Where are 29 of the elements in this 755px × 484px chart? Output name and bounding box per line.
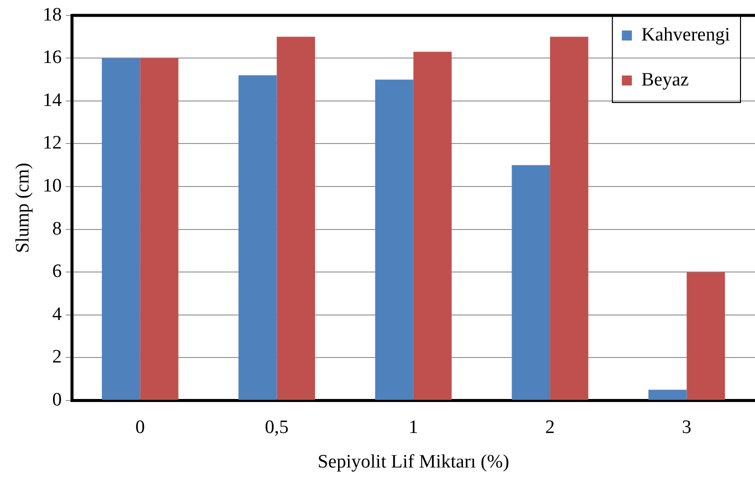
y-tick-label: 2	[52, 346, 62, 368]
x-tick-label: 0,5	[264, 416, 289, 438]
y-tick-label: 4	[52, 304, 62, 325]
x-axis-title: Sepiyolit Lif Miktarı (%)	[318, 452, 510, 473]
y-tick-label: 18	[42, 4, 62, 26]
y-tick-label: 16	[42, 47, 62, 68]
bar	[512, 165, 550, 400]
bar	[550, 36, 588, 400]
y-tick-label: 14	[42, 90, 62, 111]
x-tick-label: 3	[682, 416, 692, 438]
bar	[648, 390, 687, 400]
x-tick-label: 1	[408, 416, 418, 438]
bar	[238, 75, 277, 400]
legend-label: Beyaz	[641, 69, 689, 90]
legend-label: Kahverengi	[641, 24, 730, 46]
bar	[413, 52, 452, 400]
x-tick-label: 2	[545, 416, 555, 438]
y-tick-label: 0	[52, 389, 62, 410]
bar	[102, 58, 140, 400]
y-axis-title: Slump (cm)	[12, 162, 34, 254]
x-tick-label: 0	[135, 416, 145, 438]
y-tick-label: 8	[52, 218, 62, 240]
bar	[140, 58, 178, 400]
bar	[686, 272, 725, 400]
y-tick-label: 10	[42, 175, 62, 196]
bar	[375, 80, 414, 400]
bar	[276, 36, 316, 400]
y-tick-label: 12	[42, 132, 62, 154]
y-tick-label: 6	[52, 261, 62, 282]
